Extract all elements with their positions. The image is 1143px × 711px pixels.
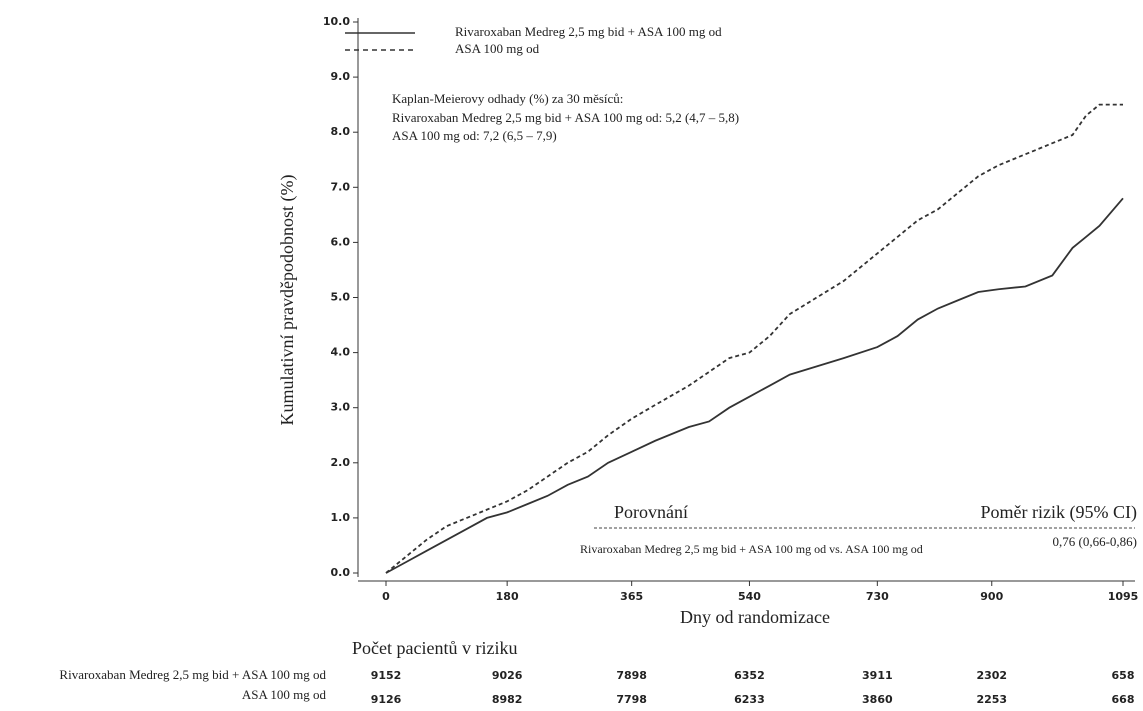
risk-count: 9126 — [371, 693, 402, 706]
annotation: Rivaroxaban Medreg 2,5 mg bid + ASA 100 … — [392, 110, 739, 125]
y-tick-label: 2.0 — [331, 456, 351, 469]
km-curve — [385, 197, 1124, 574]
risk-count: 8982 — [492, 693, 523, 706]
risk-count: 2253 — [976, 693, 1007, 706]
risk-count: 2302 — [976, 669, 1007, 682]
y-tick-label: 6.0 — [331, 235, 351, 248]
risk-count: 3911 — [862, 669, 893, 682]
x-tick-label: 1095 — [1108, 590, 1139, 603]
risk-count: 9152 — [371, 669, 402, 682]
risk-row-label: ASA 100 mg od — [242, 687, 327, 702]
risk-count: 668 — [1112, 693, 1135, 706]
legend-label: Rivaroxaban Medreg 2,5 mg bid + ASA 100 … — [455, 24, 722, 39]
y-tick-label: 9.0 — [331, 70, 351, 83]
km-curve — [385, 103, 1123, 574]
y-tick-label: 5.0 — [331, 291, 351, 304]
x-tick-label: 540 — [738, 590, 761, 603]
risk-count: 7798 — [616, 693, 647, 706]
y-tick-label: 8.0 — [331, 125, 351, 138]
annotation: ASA 100 mg od: 7,2 (6,5 – 7,9) — [392, 128, 557, 143]
y-tick-label: 4.0 — [331, 346, 351, 359]
legend-label: ASA 100 mg od — [455, 41, 540, 56]
risk-table-title: Počet pacientů v riziku — [352, 638, 517, 658]
y-tick-label: 7.0 — [331, 180, 351, 193]
x-tick-label: 0 — [382, 590, 390, 603]
comparison-row: Rivaroxaban Medreg 2,5 mg bid + ASA 100 … — [580, 542, 923, 556]
x-tick-label: 730 — [866, 590, 889, 603]
y-axis-label: Kumulativní pravděpodobnost (%) — [277, 175, 298, 426]
risk-count: 7898 — [616, 669, 647, 682]
x-tick-label: 180 — [496, 590, 519, 603]
comparison-header: Poměr rizik (95% CI) — [981, 502, 1137, 523]
annotation: Kaplan-Meierovy odhady (%) za 30 měsíců: — [392, 91, 623, 106]
comparison-header: Porovnání — [614, 502, 688, 522]
x-axis-label: Dny od randomizace — [680, 607, 830, 627]
risk-count: 6352 — [734, 669, 765, 682]
y-tick-label: 0.0 — [331, 566, 351, 579]
risk-count: 6233 — [734, 693, 765, 706]
y-tick-label: 1.0 — [331, 511, 351, 524]
risk-count: 3860 — [862, 693, 893, 706]
x-tick-label: 900 — [980, 590, 1003, 603]
risk-count: 9026 — [492, 669, 523, 682]
x-tick-label: 365 — [620, 590, 643, 603]
risk-row-label: Rivaroxaban Medreg 2,5 mg bid + ASA 100 … — [59, 667, 326, 682]
comparison-value: 0,76 (0,66-0,86) — [1053, 534, 1138, 549]
y-tick-label: 3.0 — [331, 401, 351, 414]
risk-count: 658 — [1112, 669, 1135, 682]
y-tick-label: 10.0 — [323, 15, 350, 28]
